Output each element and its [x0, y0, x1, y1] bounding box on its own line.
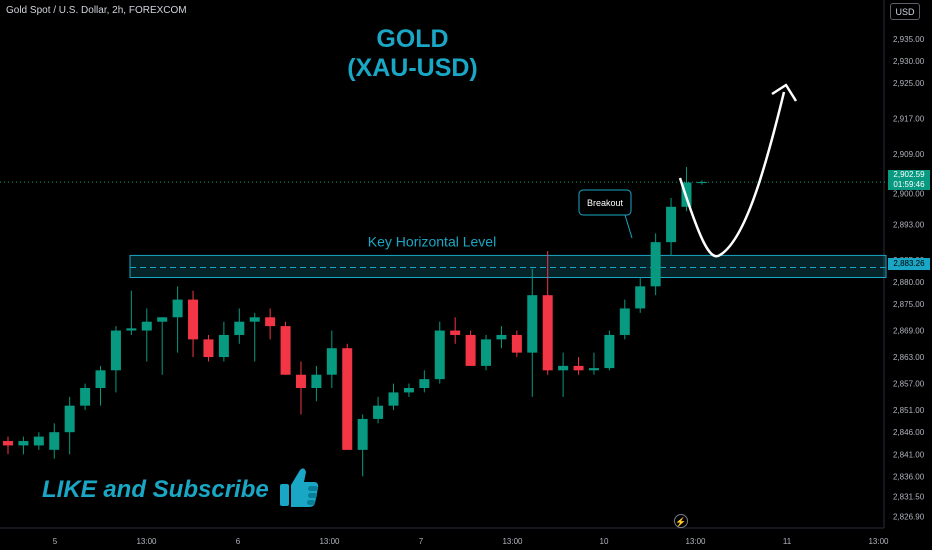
- bearish-candle: [203, 339, 214, 358]
- y-tick-label: 2,869.00: [893, 327, 925, 336]
- bullish-candle: [527, 295, 538, 353]
- x-tick-label: 13:00: [136, 537, 157, 546]
- x-tick-label: 10: [600, 537, 609, 546]
- y-tick-label: 2,893.00: [893, 220, 925, 229]
- bullish-candle: [157, 317, 168, 322]
- bullish-candle: [650, 242, 661, 287]
- bullish-candle: [80, 387, 91, 406]
- current-price-value: 2,902.59: [893, 170, 925, 179]
- bullish-candle: [619, 308, 630, 335]
- bullish-candle: [234, 321, 245, 335]
- bullish-candle: [604, 334, 615, 369]
- x-tick-label: 7: [419, 537, 424, 546]
- y-tick-label: 2,935.00: [893, 35, 925, 44]
- bullish-candle: [403, 387, 414, 393]
- bullish-candle: [434, 330, 445, 380]
- x-tick-label: 13:00: [685, 537, 706, 546]
- bullish-candle: [357, 418, 368, 450]
- chart-title-line1: GOLD: [376, 25, 449, 53]
- like-subscribe-text: LIKE and Subscribe: [42, 476, 269, 503]
- x-tick-label: 13:00: [502, 537, 523, 546]
- bullish-candle: [496, 334, 507, 340]
- bullish-candle: [249, 317, 260, 322]
- bearish-candle: [342, 348, 353, 450]
- lightning-icon[interactable]: ⚡: [674, 514, 688, 528]
- bearish-candle: [511, 334, 522, 353]
- bearish-candle: [3, 441, 13, 446]
- level-price-tag: 2,883.26: [888, 258, 930, 270]
- bullish-candle: [110, 330, 121, 371]
- bullish-candle: [64, 405, 75, 433]
- bullish-candle: [373, 405, 384, 419]
- bearish-candle: [450, 330, 461, 335]
- bearish-candle: [265, 317, 276, 327]
- y-tick-label: 2,925.00: [893, 79, 925, 88]
- symbol-header: Gold Spot / U.S. Dollar, 2h, FOREXCOM: [6, 5, 187, 16]
- y-tick-label: 2,826.90: [893, 513, 925, 522]
- arrow-head-icon: [771, 83, 798, 102]
- bullish-candle: [172, 299, 183, 318]
- bullish-candle: [588, 368, 599, 371]
- bearish-candle: [573, 365, 584, 371]
- key-level-label: Key Horizontal Level: [368, 233, 496, 249]
- y-tick-label: 2,880.00: [893, 278, 925, 287]
- bullish-candle: [558, 365, 569, 371]
- x-tick-label: 13:00: [868, 537, 889, 546]
- bullish-candle: [311, 374, 322, 388]
- bullish-candle: [218, 334, 229, 358]
- bullish-candle: [33, 436, 44, 446]
- chart-title-line2: (XAU-USD): [347, 54, 478, 82]
- bearish-candle: [280, 326, 291, 375]
- candle-countdown: 01:59:46: [893, 180, 925, 189]
- y-tick-label: 2,875.00: [893, 300, 925, 309]
- y-tick-label: 2,900.00: [893, 190, 925, 199]
- y-tick-label: 2,909.00: [893, 150, 925, 159]
- bullish-candle: [388, 392, 399, 406]
- bullish-candle: [696, 182, 707, 184]
- y-tick-label: 2,831.50: [893, 492, 925, 501]
- bullish-candle: [49, 432, 60, 450]
- chart-title: GOLD (XAU-USD): [300, 25, 525, 83]
- x-tick-label: 6: [236, 537, 241, 546]
- current-price-tag: 2,902.59 01:59:46: [888, 170, 930, 190]
- y-tick-label: 2,841.00: [893, 450, 925, 459]
- currency-selector[interactable]: USD: [890, 3, 920, 20]
- breakout-label: Breakout: [587, 198, 624, 208]
- bullish-candle: [126, 328, 137, 331]
- bullish-candle: [95, 370, 106, 388]
- breakout-callout-box: [578, 189, 632, 216]
- bullish-candle: [18, 441, 29, 446]
- thumbs-up-icon: [280, 468, 319, 507]
- bearish-candle: [542, 295, 553, 371]
- y-tick-label: 2,930.00: [893, 57, 925, 66]
- x-tick-label: 13:00: [319, 537, 340, 546]
- y-tick-label: 2,917.00: [893, 114, 925, 123]
- key-level-zone: [129, 254, 887, 278]
- y-tick-label: 2,863.00: [893, 353, 925, 362]
- bullish-candle: [326, 348, 337, 375]
- y-tick-label: 2,846.00: [893, 428, 925, 437]
- bearish-candle: [295, 374, 306, 388]
- bullish-candle: [141, 321, 152, 331]
- y-tick-label: 2,836.00: [893, 472, 925, 481]
- bullish-candle: [666, 206, 677, 243]
- y-tick-label: 2,851.00: [893, 406, 925, 415]
- x-tick-label: 5: [53, 537, 58, 546]
- breakout-callout-pointer: [624, 214, 633, 239]
- bullish-candle: [419, 379, 430, 388]
- bullish-candle: [635, 286, 646, 309]
- bearish-candle: [465, 334, 476, 366]
- bearish-candle: [188, 299, 199, 340]
- y-tick-label: 2,857.00: [893, 380, 925, 389]
- bullish-candle: [481, 339, 492, 366]
- x-tick-label: 11: [783, 537, 792, 546]
- projection-arrow-path: [678, 91, 786, 258]
